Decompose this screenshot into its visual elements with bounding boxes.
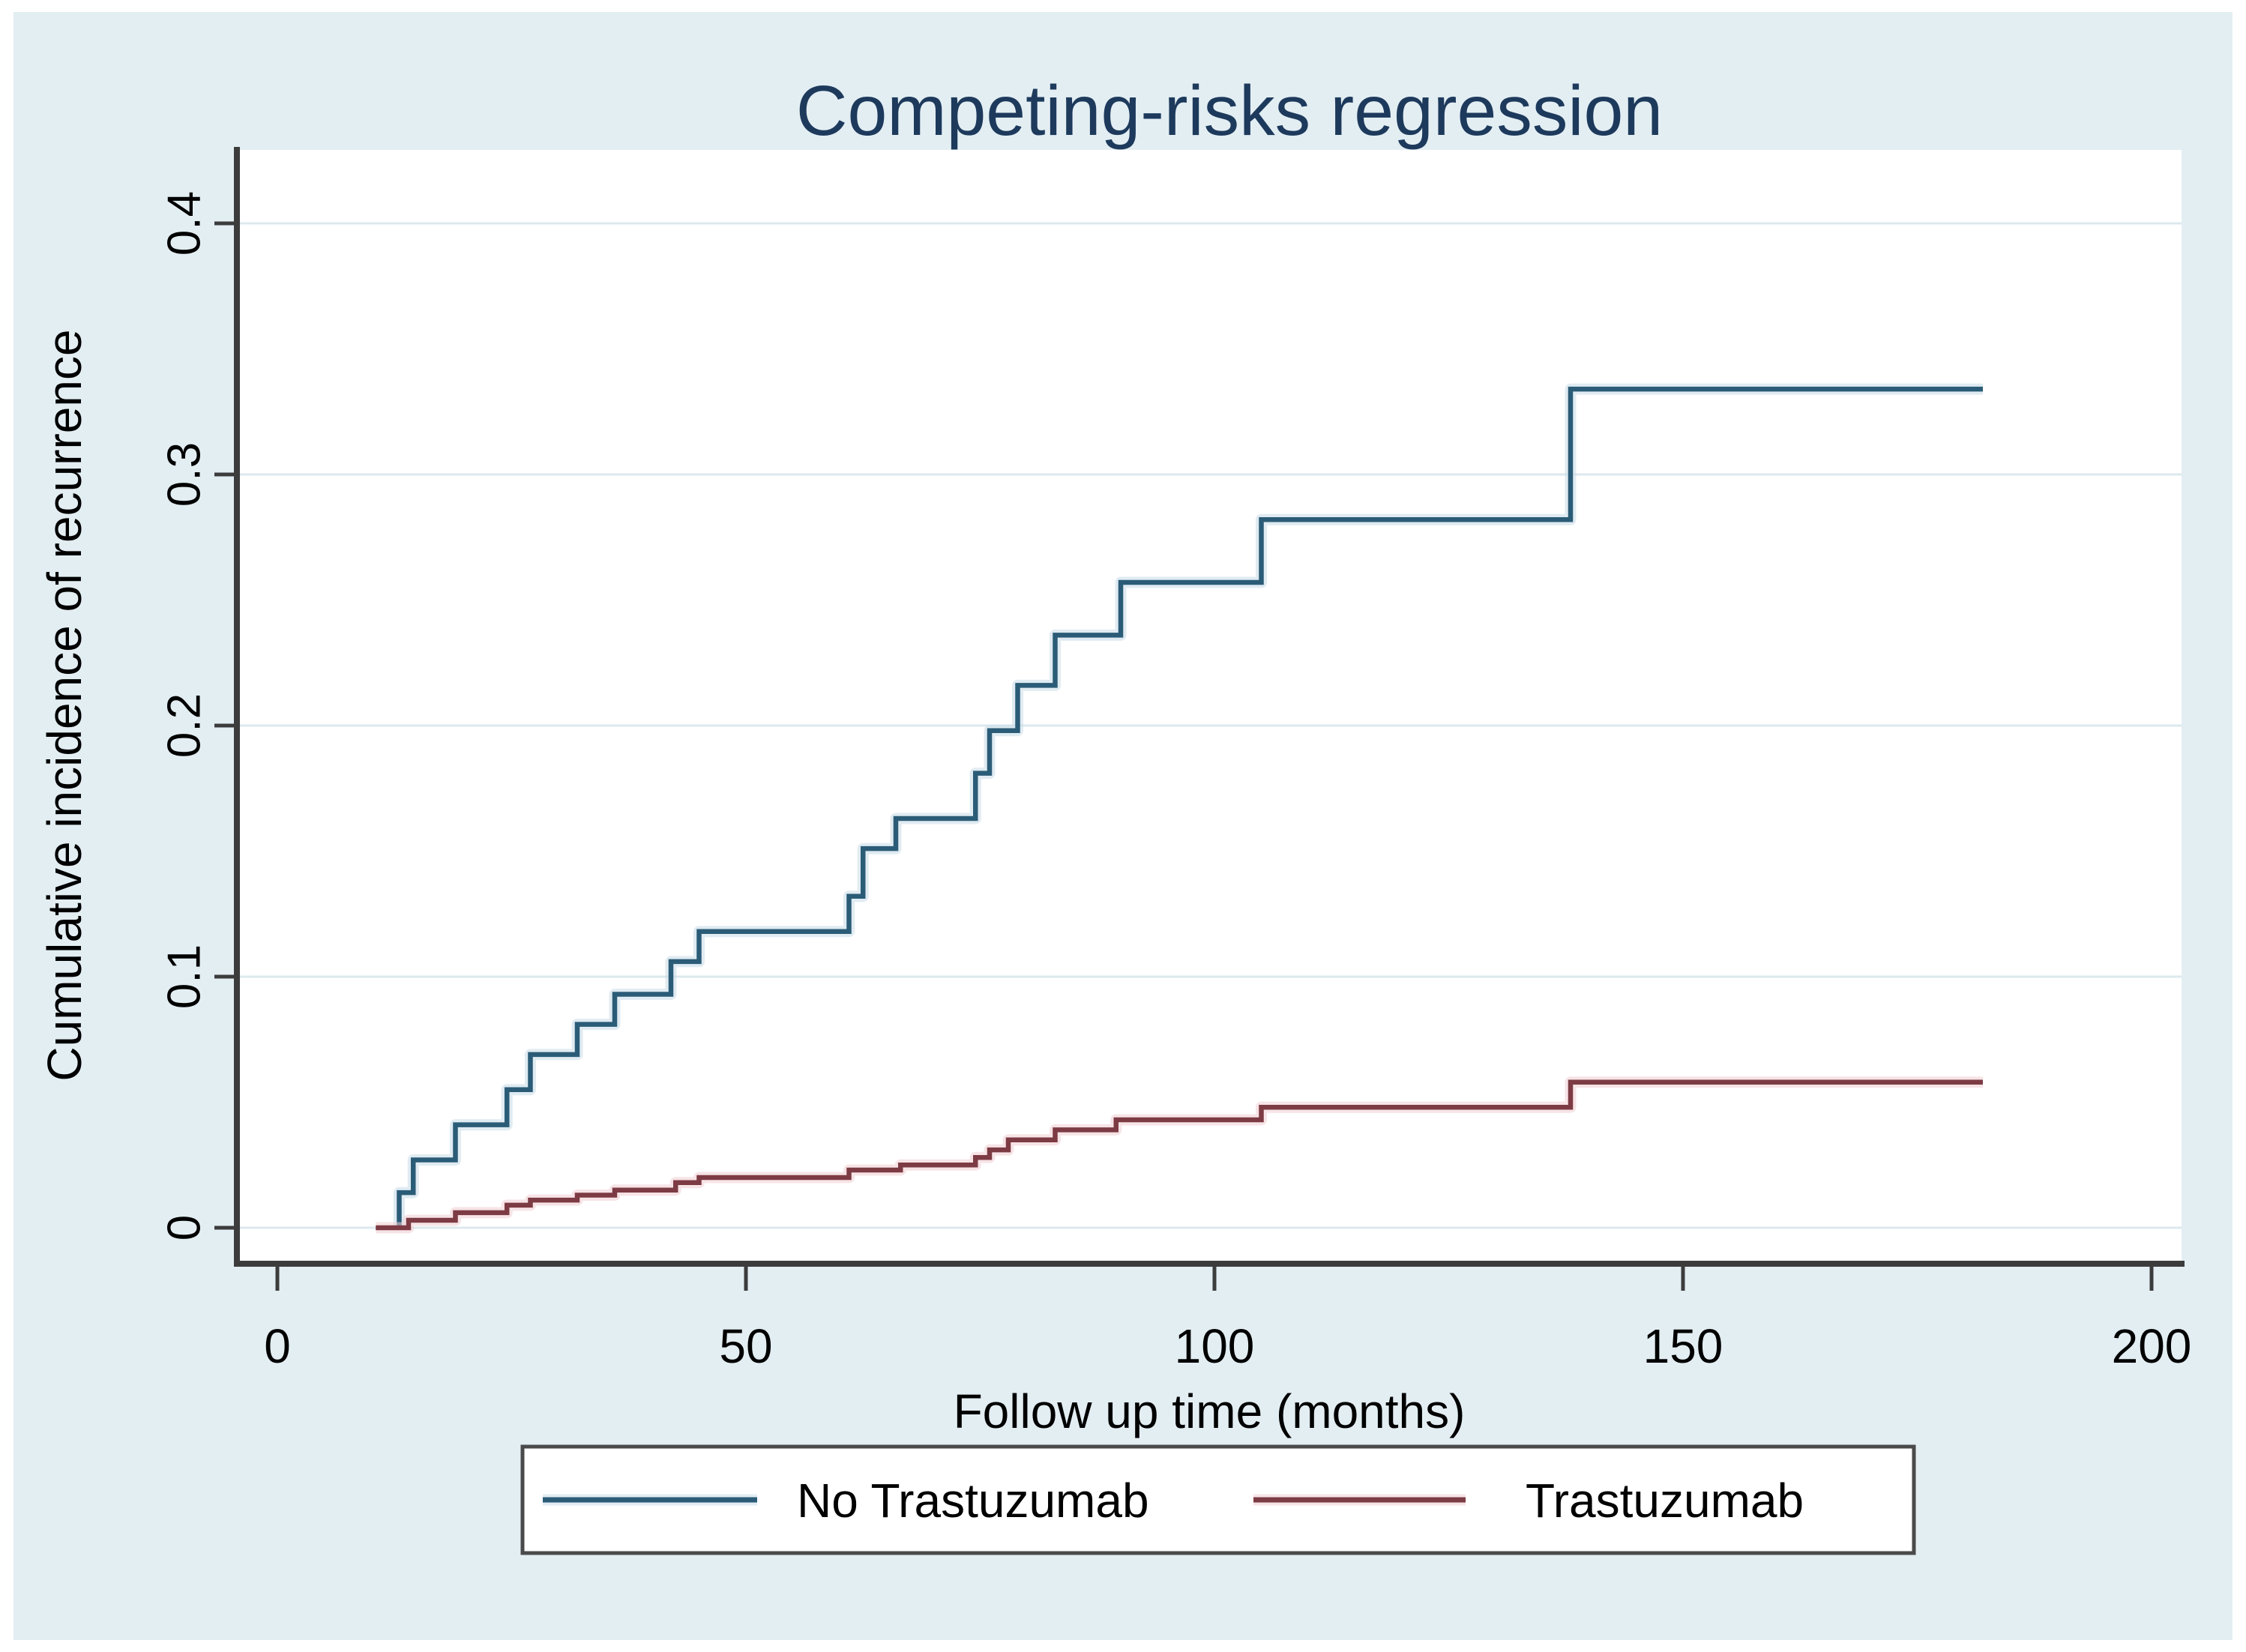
y-tick-label: 0.3 — [158, 442, 210, 507]
x-axis-title: Follow up time (months) — [954, 1384, 1466, 1438]
chart-title: Competing-risks regression — [796, 71, 1663, 151]
y-tick-label: 0.1 — [158, 944, 210, 1009]
y-axis-ticks: 0 0.1 0.2 0.3 0.4 — [158, 191, 235, 1240]
x-axis-ticks: 0 50 100 150 200 — [264, 1265, 2191, 1373]
x-tick-label: 150 — [1643, 1319, 1723, 1373]
y-tick-label: 0 — [158, 1215, 210, 1240]
x-tick-label: 50 — [719, 1319, 772, 1373]
legend-label-trastuzumab: Trastuzumab — [1526, 1474, 1804, 1528]
x-tick-label: 200 — [2112, 1319, 2192, 1373]
series-curves — [376, 383, 1983, 1234]
y-tick-label: 0.2 — [158, 693, 210, 758]
gridlines — [237, 222, 2182, 1229]
legend-label-no-trastuzumab: No Trastuzumab — [797, 1474, 1149, 1528]
y-axis-title: Cumulative incidence of recurrence — [37, 329, 91, 1081]
trastuzumab-curve — [376, 1079, 1983, 1231]
x-tick-label: 0 — [264, 1319, 291, 1373]
no-trastuzumab-curve — [397, 386, 1983, 1228]
x-tick-label: 100 — [1175, 1319, 1255, 1373]
legend: No Trastuzumab Trastuzumab — [520, 1444, 1916, 1555]
plot-area — [237, 150, 2182, 1264]
y-tick-label: 0.4 — [158, 191, 210, 256]
